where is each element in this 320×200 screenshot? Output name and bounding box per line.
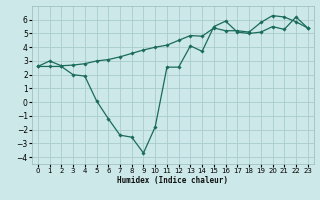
- X-axis label: Humidex (Indice chaleur): Humidex (Indice chaleur): [117, 176, 228, 185]
